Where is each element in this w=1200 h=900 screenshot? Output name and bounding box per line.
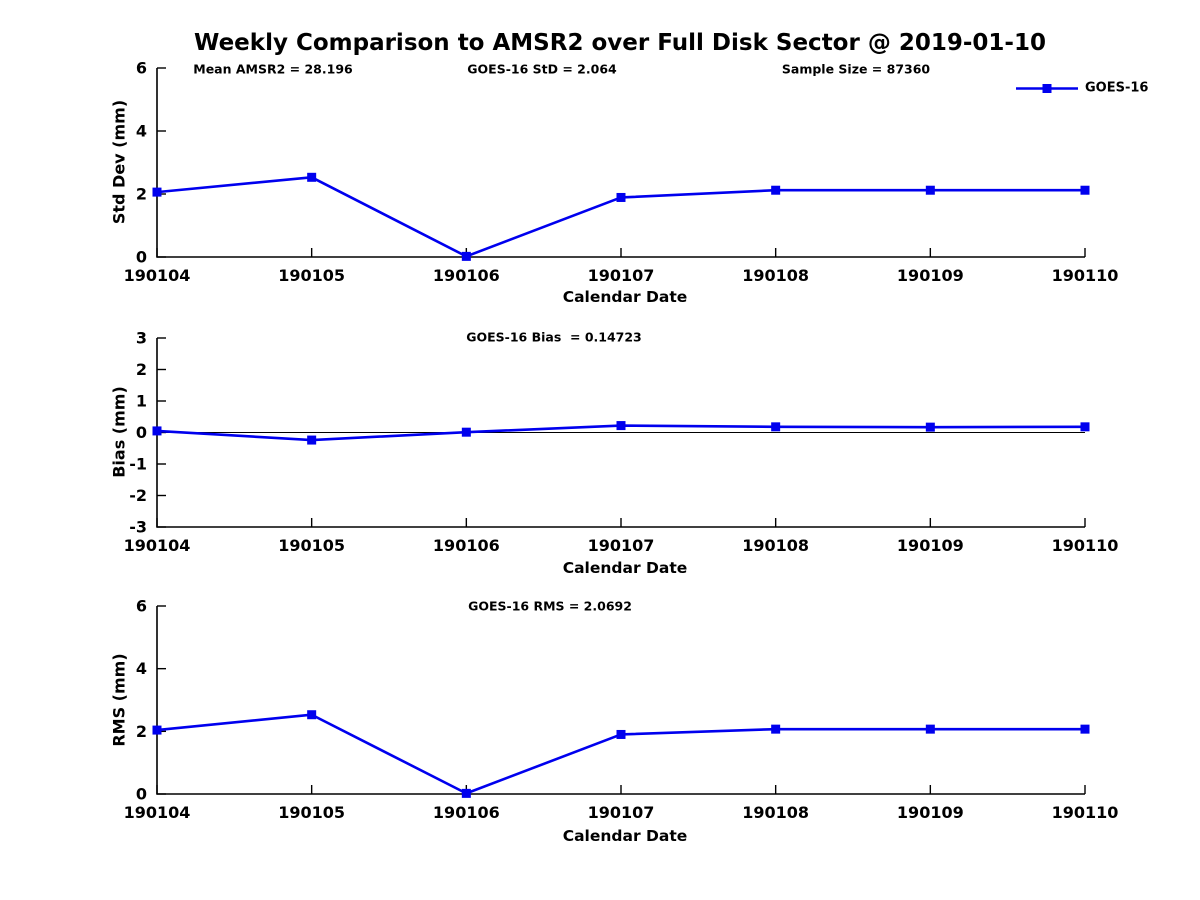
panel-0-data-marker-GOES-16 [771,185,781,195]
panel-0-x-tick-label: 190106 [433,266,500,285]
panel-1-x-tick-label: 190108 [742,536,809,555]
panel-0-data-marker-GOES-16 [616,192,626,202]
legend-line-icon [1016,83,1078,93]
panel-1-data-marker-GOES-16 [1080,422,1090,432]
annotation-sample-size: Sample Size = 87360 [781,61,931,77]
x-axis-label-calendar-date-bottom: Calendar Date [562,827,688,845]
panel-0-data-marker-GOES-16 [461,251,471,261]
panel-0-data-marker-GOES-16 [307,172,317,182]
panel-1-y-tick-label: -3 [129,518,147,537]
panel-2-data-marker-GOES-16 [461,788,471,798]
panel-2-data-marker-GOES-16 [1080,724,1090,734]
panel-2-x-tick-label: 190110 [1052,803,1119,822]
panel-0-y-tick-label: 6 [136,59,147,78]
panel-0-x-tick-label: 190107 [588,266,655,285]
panel-2-y-tick-label: 0 [136,785,147,804]
panel-0-y-tick-label: 0 [136,248,147,267]
panel-1-x-tick-label: 190107 [588,536,655,555]
panel-1-y-tick-label: -2 [129,486,147,505]
panel-2-x-tick-label: 190105 [278,803,345,822]
panel-2-data-marker-GOES-16 [925,724,935,734]
panel-0-data-marker-GOES-16 [1080,185,1090,195]
panel-0-x-tick-label: 190110 [1052,266,1119,285]
panel-0-x-tick-label: 190104 [124,266,191,285]
panel-0-data-line-GOES-16 [156,176,1085,258]
panel-0-data-marker-GOES-16 [152,187,162,197]
panel-1-x-tick-label: 190109 [897,536,964,555]
panel-2-axis-spines [156,606,1085,795]
panel-2-x-tick-label: 190106 [433,803,500,822]
panel-2-x-tick-label: 190108 [742,803,809,822]
y-axis-label-rms: RMS (mm) [109,653,129,747]
panel-1-x-tick-label: 190110 [1052,536,1119,555]
y-axis-label-std-dev: Std Dev (mm) [109,99,129,225]
panel-2-data-marker-GOES-16 [616,729,626,739]
panel-1-data-marker-GOES-16 [152,426,162,436]
chart-title: Weekly Comparison to AMSR2 over Full Dis… [194,30,1046,56]
x-axis-label-calendar-date-top: Calendar Date [562,288,688,306]
panel-2-data-line-GOES-16 [156,713,1085,795]
panel-0-x-tick-label: 190105 [278,266,345,285]
panel-1-data-marker-GOES-16 [925,422,935,432]
panel-2-y-tick-label: 2 [136,722,147,741]
panel-2-data-marker-GOES-16 [307,710,317,720]
panel-2-x-tick-label: 190107 [588,803,655,822]
panel-1-data-marker-GOES-16 [461,427,471,437]
legend-label: GOES-16 [1085,80,1149,96]
y-axis-label-bias: Bias (mm) [109,386,129,478]
legend: GOES-16 [1016,81,1148,96]
panel-1-y-tick-label: 2 [136,360,147,379]
panel-0-y-tick-label: 2 [136,185,147,204]
panel-2-y-tick-label: 6 [136,597,147,616]
panel-0-y-tick-label: 4 [136,122,147,141]
panel-1-data-marker-GOES-16 [771,422,781,432]
panel-2-x-tick-label: 190109 [897,803,964,822]
panel-1-y-tick-label: -1 [129,455,147,474]
panel-1-y-tick-label: 1 [136,392,147,411]
annotation-mean-amsr2: Mean AMSR2 = 28.196 [193,61,353,77]
annotation-goes16-bias: GOES-16 Bias = 0.14723 [466,329,642,345]
panel-1-x-tick-label: 190106 [433,536,500,555]
panel-2-data-marker-GOES-16 [771,724,781,734]
panel-1-y-tick-label: 3 [136,329,147,348]
panel-2-y-tick-label: 4 [136,659,147,678]
annotation-goes16-rms: GOES-16 RMS = 2.0692 [468,598,632,614]
x-axis-label-calendar-date-middle: Calendar Date [562,559,688,577]
panel-1-data-marker-GOES-16 [616,421,626,431]
panel-2-x-tick-label: 190104 [124,803,191,822]
panel-0-data-marker-GOES-16 [925,185,935,195]
panel-0-x-tick-label: 190108 [742,266,809,285]
panel-2-data-marker-GOES-16 [152,725,162,735]
panel-0-axis-spines [156,68,1085,258]
panel-1-data-marker-GOES-16 [307,435,317,445]
annotation-goes16-std: GOES-16 StD = 2.064 [467,61,617,77]
panel-1-x-tick-label: 190105 [278,536,345,555]
panel-0-x-tick-label: 190109 [897,266,964,285]
panel-1-y-tick-label: 0 [136,423,147,442]
panel-1-x-tick-label: 190104 [124,536,191,555]
